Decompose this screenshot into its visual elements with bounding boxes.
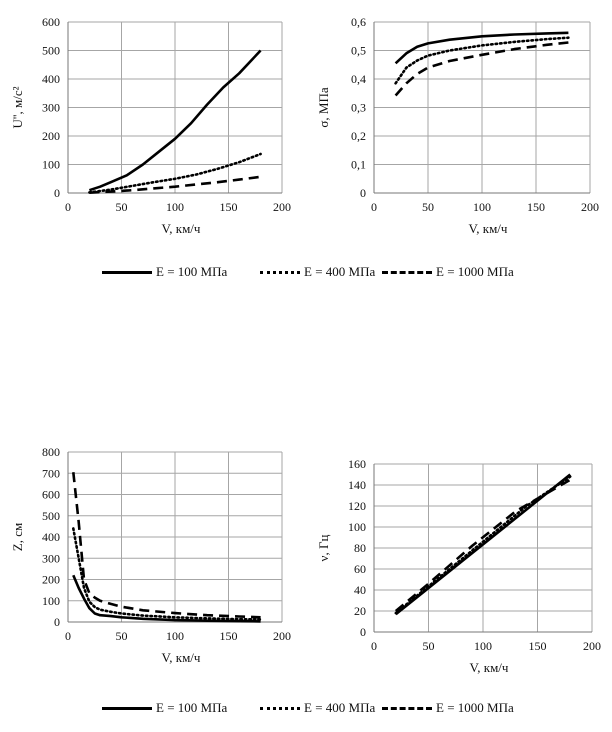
legend-item-e100: E = 100 МПа xyxy=(102,698,227,718)
legend-label: E = 100 МПа xyxy=(156,700,228,715)
x-tick-label: 50 xyxy=(422,200,434,214)
x-tick-label: 50 xyxy=(116,629,128,643)
y-tick-label: 0,5 xyxy=(351,44,366,58)
x-tick-label: 0 xyxy=(65,200,71,214)
chart-stress: 0 50 100 150 200 0 0,1 0,2 0,3 0,4 0,5 0,6 V, км/ч σ,… xyxy=(306,0,612,252)
series-line-solid xyxy=(88,49,262,192)
y-axis-label: Z, см xyxy=(10,523,25,551)
y-tick-label: 600 xyxy=(42,15,60,29)
chart-deflection: 0 50 100 150 200 0 100 200 300 400 500 600 700 800 V, … xyxy=(0,436,300,686)
x-tick-label: 50 xyxy=(116,200,128,214)
legend-swatch-solid xyxy=(102,706,152,710)
legend-label: E = 1000 МПа xyxy=(436,264,514,279)
chart-acceleration-plot: 0 50 100 150 200 0 100 200 300 400 500 600 V, км/ч U'… xyxy=(10,15,291,236)
x-tick-label: 200 xyxy=(273,629,291,643)
y-tick-label: 160 xyxy=(348,457,366,471)
chart-frequency: 0 50 100 150 200 0 20 40 60 80 100 120 140 160 V, км/ч… xyxy=(306,446,612,690)
x-tick-label: 200 xyxy=(273,200,291,214)
chart-acceleration: 0 50 100 150 200 0 100 200 300 400 500 600 V, км/ч U'… xyxy=(0,0,300,252)
x-tick-label: 150 xyxy=(220,200,238,214)
y-tick-label: 20 xyxy=(354,604,366,618)
x-tick-label: 50 xyxy=(423,639,435,653)
x-axis-label: V, км/ч xyxy=(162,221,201,236)
legend-label: E = 1000 МПа xyxy=(436,700,514,715)
series-line-dashed xyxy=(394,41,569,97)
legend-label: E = 400 МПа xyxy=(304,700,376,715)
chart-deflection-plot: 0 50 100 150 200 0 100 200 300 400 500 600 700 800 V, … xyxy=(10,445,291,665)
legend-swatch-dashed xyxy=(382,270,432,274)
legend-item-e400: E = 400 МПа xyxy=(260,262,375,282)
y-tick-label: 200 xyxy=(42,129,60,143)
legend-item-e1000: E = 1000 МПа xyxy=(382,698,514,718)
y-tick-label: 0,1 xyxy=(351,158,366,172)
y-tick-label: 140 xyxy=(348,478,366,492)
x-tick-label: 150 xyxy=(220,629,238,643)
x-axis-label: V, км/ч xyxy=(469,221,508,236)
y-tick-label: 600 xyxy=(42,488,60,502)
chart-frequency-plot: 0 50 100 150 200 0 20 40 60 80 100 120 140 160 V, км/ч… xyxy=(316,457,601,675)
y-tick-label: 0,3 xyxy=(351,101,366,115)
y-tick-label: 400 xyxy=(42,72,60,86)
series-line-dotted xyxy=(394,36,570,85)
y-tick-label: 60 xyxy=(354,562,366,576)
legend-item-e100: E = 100 МПа xyxy=(102,262,227,282)
legend-bottom: E = 100 МПа E = 400 МПа E = 1000 МПа xyxy=(0,698,612,718)
y-tick-label: 0 xyxy=(360,625,366,639)
x-tick-label: 150 xyxy=(529,639,547,653)
y-tick-label: 0,6 xyxy=(351,15,366,29)
series-line-dashed xyxy=(89,175,261,194)
x-tick-label: 150 xyxy=(527,200,545,214)
y-tick-label: 100 xyxy=(348,520,366,534)
x-tick-label: 200 xyxy=(581,200,599,214)
y-tick-label: 500 xyxy=(42,509,60,523)
y-tick-label: 200 xyxy=(42,573,60,587)
y-tick-label: 0 xyxy=(54,186,60,200)
y-tick-label: 400 xyxy=(42,530,60,544)
y-axis-label: σ, МПа xyxy=(316,87,331,127)
x-tick-label: 100 xyxy=(474,639,492,653)
series-line-solid xyxy=(72,574,261,623)
y-axis-label: U'', м/с² xyxy=(10,86,25,128)
series-line-dashed xyxy=(394,478,571,612)
legend-swatch-dotted xyxy=(260,270,300,274)
x-tick-label: 100 xyxy=(166,629,184,643)
x-axis-label: V, км/ч xyxy=(470,660,509,675)
legend-top: E = 100 МПа E = 400 МПа E = 1000 МПа xyxy=(0,262,612,282)
legend-label: E = 100 МПа xyxy=(156,264,228,279)
legend-label: E = 400 МПа xyxy=(304,264,376,279)
y-tick-label: 100 xyxy=(42,158,60,172)
x-tick-label: 0 xyxy=(65,629,71,643)
legend-swatch-dotted xyxy=(260,706,300,710)
legend-swatch-solid xyxy=(102,270,152,274)
y-tick-label: 80 xyxy=(354,541,366,555)
y-tick-label: 0,4 xyxy=(351,72,366,86)
series-line-dashed xyxy=(72,472,261,619)
y-axis-label: ν, Гц xyxy=(316,535,331,562)
y-tick-label: 300 xyxy=(42,101,60,115)
series-line-solid xyxy=(394,31,569,65)
y-tick-label: 800 xyxy=(42,445,60,459)
chart-stress-plot: 0 50 100 150 200 0 0,1 0,2 0,3 0,4 0,5 0,6 V, км/ч σ,… xyxy=(316,15,599,236)
y-tick-label: 0 xyxy=(360,186,366,200)
y-tick-label: 0 xyxy=(54,615,60,629)
y-tick-label: 100 xyxy=(42,594,60,608)
x-axis-label: V, км/ч xyxy=(162,650,201,665)
y-tick-label: 500 xyxy=(42,44,60,58)
legend-item-e400: E = 400 МПа xyxy=(260,698,375,718)
x-tick-label: 200 xyxy=(583,639,601,653)
legend-swatch-dashed xyxy=(382,706,432,710)
y-tick-label: 300 xyxy=(42,551,60,565)
legend-item-e1000: E = 1000 МПа xyxy=(382,262,514,282)
y-tick-label: 0,2 xyxy=(351,129,366,143)
series-line-dotted xyxy=(72,527,262,621)
x-tick-label: 100 xyxy=(166,200,184,214)
y-tick-label: 700 xyxy=(42,466,60,480)
y-tick-label: 40 xyxy=(354,583,366,597)
y-tick-label: 120 xyxy=(348,499,366,513)
x-tick-label: 100 xyxy=(473,200,491,214)
x-tick-label: 0 xyxy=(371,639,377,653)
series-line-dotted xyxy=(88,152,262,194)
x-tick-label: 0 xyxy=(371,200,377,214)
